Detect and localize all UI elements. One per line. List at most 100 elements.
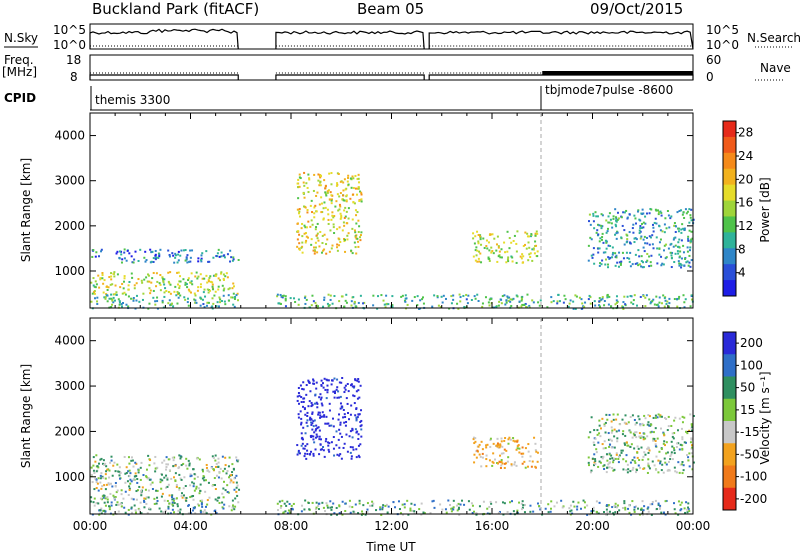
velocity-echo-0-6 xyxy=(136,478,139,481)
power-echo-5-462 xyxy=(305,298,308,301)
power-echo-5-307 xyxy=(405,297,408,300)
velocity-echo-3-144 xyxy=(670,451,673,454)
power-echo-1-0 xyxy=(200,260,203,263)
power-echo-4-55 xyxy=(607,244,610,247)
power-echo-5-360 xyxy=(501,295,504,298)
velocity-echo-1-75 xyxy=(360,424,363,427)
power-echo-0-38 xyxy=(207,279,210,282)
velocity-echo-1-126 xyxy=(305,384,308,387)
velocity-echo-3-82 xyxy=(653,437,656,440)
power-echo-4-196 xyxy=(648,212,651,215)
velocity-echo-0-147 xyxy=(199,483,202,486)
power-echo-2-216 xyxy=(330,199,333,202)
velocity-echo-0-362 xyxy=(168,469,171,472)
velocity-echo-1-205 xyxy=(332,390,335,393)
velocity-echo-3-191 xyxy=(613,446,616,449)
power-colorbar-swatch-8 xyxy=(723,248,736,265)
power-echo-5-56 xyxy=(630,295,633,298)
velocity-echo-3-77 xyxy=(598,432,601,435)
velocity-echo-0-237 xyxy=(165,456,168,459)
velocity-echo-4-21 xyxy=(677,513,680,516)
power-echo-2-288 xyxy=(331,211,334,214)
velocity-echo-0-222 xyxy=(102,496,105,499)
power-echo-0-47 xyxy=(217,285,220,288)
power-echo-4-129 xyxy=(686,246,689,249)
noise-strip: N.Sky 10^5 10^0 10^5 10^0 N.Search xyxy=(4,23,800,52)
power-echo-4-179 xyxy=(598,264,601,267)
power-echo-2-266 xyxy=(360,193,363,196)
velocity-echo-1-216 xyxy=(336,378,339,381)
power-echo-4-118 xyxy=(651,223,654,226)
velocity-echo-0-153 xyxy=(125,471,128,474)
power-echo-0-131 xyxy=(197,275,200,278)
power-echo-2-246 xyxy=(311,211,314,214)
velocity-echo-3-340 xyxy=(635,436,638,439)
power-echo-4-302 xyxy=(686,260,689,263)
velocity-echo-4-290 xyxy=(308,508,311,511)
velocity-echo-4-287 xyxy=(221,506,224,509)
velocity-echo-3-170 xyxy=(678,417,681,420)
velocity-echo-4-273 xyxy=(386,511,389,514)
velocity-echo-4-153 xyxy=(344,502,347,505)
velocity-echo-4-248 xyxy=(444,508,447,511)
power-echo-0-44 xyxy=(206,288,209,291)
velocity-echo-4-107 xyxy=(329,500,332,503)
velocity-echo-4-362 xyxy=(215,512,218,515)
power-echo-5-435 xyxy=(639,295,642,298)
power-echo-2-39 xyxy=(306,186,309,189)
velocity-echo-1-291 xyxy=(333,454,336,457)
power-echo-5-379 xyxy=(588,294,591,297)
power-echo-0-99 xyxy=(219,272,222,275)
velocity-echo-0-58 xyxy=(123,455,126,458)
power-echo-5-1 xyxy=(168,299,171,302)
power-echo-2-280 xyxy=(338,208,341,211)
power-echo-5-177 xyxy=(215,305,218,308)
velocity-echo-1-133 xyxy=(319,398,322,401)
velocity-echo-4-124 xyxy=(177,509,180,512)
velocity-echo-0-207 xyxy=(105,470,108,473)
power-echo-5-376 xyxy=(462,294,465,297)
velocity-echo-2-85 xyxy=(474,440,477,443)
velocity-echo-3-343 xyxy=(606,466,609,469)
power-echo-3-67 xyxy=(477,257,480,260)
velocity-echo-2-69 xyxy=(485,458,488,461)
velocity-colorbar-label-0: 200 xyxy=(740,336,763,350)
power-echo-1-22 xyxy=(157,252,160,255)
power-echo-4-132 xyxy=(690,208,693,211)
velocity-echo-0-51 xyxy=(231,471,234,474)
velocity-echo-4-258 xyxy=(657,502,660,505)
power-echo-4-154 xyxy=(649,236,652,239)
velocity-echo-1-124 xyxy=(312,435,315,438)
velocity-echo-4-481 xyxy=(449,504,452,507)
velocity-echo-0-102 xyxy=(167,463,170,466)
power-echo-2-139 xyxy=(316,251,319,254)
power-echo-1-100 xyxy=(143,256,146,259)
power-echo-3-59 xyxy=(511,256,514,259)
velocity-echo-2-4 xyxy=(499,467,502,470)
velocity-echo-0-184 xyxy=(95,454,98,457)
power-echo-4-240 xyxy=(600,227,603,230)
power-echo-4-63 xyxy=(626,256,629,259)
power-echo-3-52 xyxy=(499,256,502,259)
power-echo-1-95 xyxy=(232,258,235,261)
power-echo-4-73 xyxy=(644,222,647,225)
velocity-echo-1-228 xyxy=(312,438,315,441)
power-echo-2-112 xyxy=(335,200,338,203)
velocity-echo-4-328 xyxy=(280,504,283,507)
power-echo-4-86 xyxy=(595,215,598,218)
power-echo-5-180 xyxy=(572,307,575,310)
power-echo-1-28 xyxy=(177,259,180,262)
velocity-echo-4-42 xyxy=(680,501,683,504)
power-echo-5-95 xyxy=(331,302,334,305)
power-echo-2-218 xyxy=(311,223,314,226)
velocity-echo-2-27 xyxy=(516,445,519,448)
velocity-echo-1-281 xyxy=(307,379,310,382)
power-echo-2-131 xyxy=(345,194,348,197)
velocity-echo-4-45 xyxy=(276,502,279,505)
velocity-echo-4-285 xyxy=(633,508,636,511)
power-echo-3-73 xyxy=(534,240,537,243)
power-echo-4-96 xyxy=(609,256,612,259)
power-echo-3-84 xyxy=(526,232,529,235)
velocity-echo-0-121 xyxy=(114,481,117,484)
power-echo-5-297 xyxy=(532,301,535,304)
